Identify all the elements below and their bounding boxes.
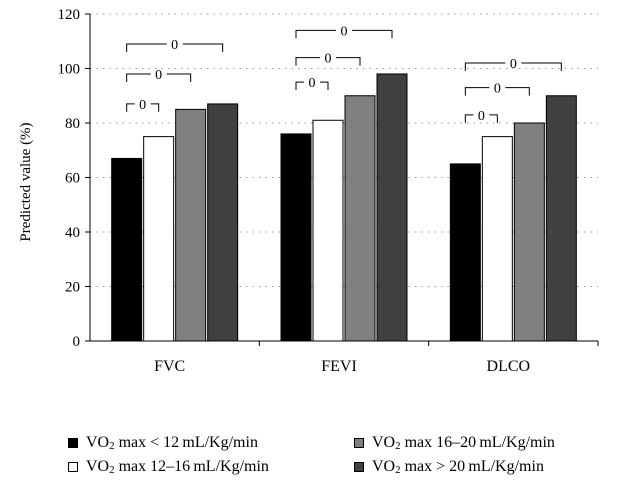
significance-bracket — [126, 43, 224, 52]
bar — [513, 122, 545, 342]
significance-label: 0 — [325, 52, 332, 67]
bar — [545, 95, 577, 342]
legend-swatch-white — [68, 462, 78, 472]
bar — [175, 108, 207, 342]
y-tick-label: 120 — [58, 7, 81, 23]
y-axis-label: Predicted value (%) — [18, 122, 34, 241]
bar — [344, 95, 376, 342]
y-tick-label: 0 — [73, 334, 81, 350]
gridlines — [90, 13, 598, 287]
x-category-label: DLCO — [487, 358, 531, 375]
significance-label: 0 — [510, 57, 517, 72]
y-tick-label: 80 — [65, 116, 80, 132]
bar — [376, 73, 408, 342]
legend-label: VO2 max < 12 mL/Kg/min — [86, 434, 258, 452]
significance-label: 0 — [171, 38, 178, 53]
bar — [280, 133, 312, 342]
legend-item-16-20: VO2 max 16–20 mL/Kg/min — [354, 434, 555, 452]
significance-bracket — [464, 87, 530, 96]
y-tick-label: 100 — [58, 62, 81, 78]
x-category-label: FEVI — [321, 358, 357, 375]
legend-label: VO2 max 16–20 mL/Kg/min — [372, 434, 555, 452]
significance-label: 0 — [309, 76, 316, 91]
legend-label: VO2 max > 20 mL/Kg/min — [372, 458, 544, 476]
significance-bracket — [464, 62, 562, 72]
bar — [111, 157, 143, 342]
legend-item-lt12: VO2 max < 12 mL/Kg/min — [68, 434, 258, 452]
bars — [111, 73, 577, 342]
legend-swatch-gray — [354, 438, 364, 448]
category-labels: FVC FEVI DLCO — [154, 358, 530, 375]
bar — [312, 119, 344, 342]
y-tick-label: 40 — [65, 225, 80, 241]
significance-bracket — [464, 114, 498, 123]
significance-bracket — [126, 103, 160, 112]
significance-bracket — [295, 81, 329, 91]
y-tick-label: 60 — [65, 171, 80, 187]
y-ticks: 0 20 40 60 80 100 120 — [58, 7, 90, 350]
legend-label: VO2 max 12–16 mL/Kg/min — [86, 458, 269, 476]
significance-bracket — [295, 29, 393, 39]
bar — [449, 163, 481, 342]
significance-bracket — [295, 57, 361, 66]
significance-label: 0 — [139, 98, 146, 113]
legend: VO2 max < 12 mL/Kg/min VO2 max 12–16 mL/… — [68, 430, 624, 480]
y-tick-label: 20 — [65, 280, 80, 296]
significance-bracket — [126, 73, 192, 82]
legend-swatch-black — [68, 438, 78, 448]
legend-item-12-16: VO2 max 12–16 mL/Kg/min — [68, 458, 269, 476]
significance-label: 0 — [155, 68, 162, 83]
significance-label: 0 — [478, 109, 485, 124]
legend-item-gt20: VO2 max > 20 mL/Kg/min — [354, 458, 544, 476]
legend-swatch-dark — [354, 462, 364, 472]
bar — [481, 136, 513, 342]
bar — [207, 103, 239, 342]
bar — [143, 136, 175, 342]
significance-label: 0 — [494, 82, 501, 97]
x-category-label: FVC — [154, 358, 185, 375]
significance-label: 0 — [341, 24, 348, 39]
